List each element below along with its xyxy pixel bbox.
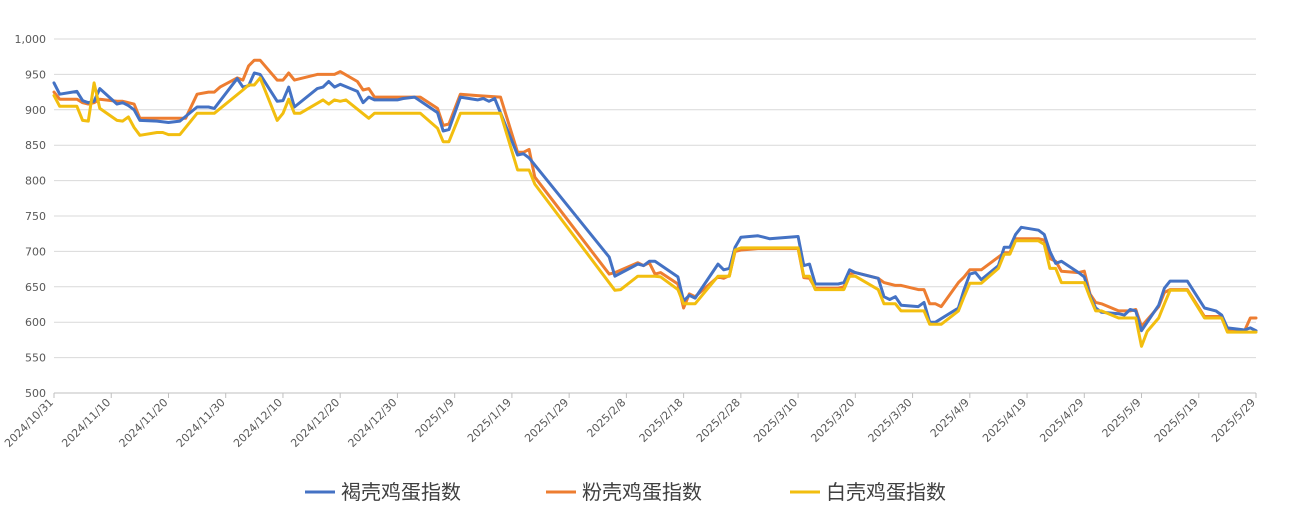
x-tick-label: 2025/2/18 — [637, 396, 686, 445]
x-tick-label: 2025/3/20 — [808, 396, 857, 445]
y-tick-label: 700 — [25, 245, 46, 258]
x-tick-label: 2024/12/30 — [346, 396, 400, 450]
x-tick-label: 2025/5/29 — [1209, 396, 1258, 445]
legend-label-2: 白壳鸡蛋指数 — [826, 480, 946, 504]
x-tick-label: 2025/1/19 — [465, 396, 514, 445]
x-tick-label: 2025/4/19 — [980, 396, 1029, 445]
x-tick-label: 2024/11/30 — [174, 396, 228, 450]
y-tick-label: 1,000 — [15, 33, 47, 46]
legend-label-0: 褐壳鸡蛋指数 — [341, 480, 461, 504]
series-line-2 — [52, 76, 1258, 348]
x-tick-label: 2025/3/30 — [866, 396, 915, 445]
x-tick-label: 2024/10/31 — [2, 396, 56, 450]
legend-label-1: 粉壳鸡蛋指数 — [582, 480, 702, 504]
x-tick-label: 2024/11/20 — [117, 396, 171, 450]
y-tick-label: 850 — [25, 139, 46, 152]
x-tick-label: 2025/1/29 — [522, 396, 571, 445]
x-tick-label: 2025/4/29 — [1037, 396, 1086, 445]
gridlines — [53, 38, 1257, 398]
x-tick-label: 2025/2/8 — [584, 396, 628, 440]
x-tick-label: 2025/1/9 — [413, 396, 457, 440]
x-tick-label: 2024/11/10 — [59, 396, 113, 450]
y-tick-label: 500 — [25, 387, 46, 400]
y-tick-label: 650 — [25, 281, 46, 294]
x-tick-label: 2025/5/19 — [1152, 396, 1201, 445]
x-axis-tick-labels: 2024/10/31 2024/11/10 2024/11/20 2024/11/30… — [2, 396, 1258, 450]
x-tick-label: 2025/3/10 — [751, 396, 800, 445]
x-tick-label: 2024/12/20 — [288, 396, 342, 450]
x-tick-label: 2024/12/10 — [231, 396, 285, 450]
y-tick-label: 800 — [25, 175, 46, 188]
y-axis-tick-labels: 500 550 600 650 700 750 800 850 900 950 1,000 — [15, 33, 47, 400]
series-line-0 — [52, 71, 1258, 333]
x-tick-label: 2025/4/9 — [928, 396, 972, 440]
legend: 褐壳鸡蛋指数 粉壳鸡蛋指数 白壳鸡蛋指数 — [305, 480, 946, 504]
x-tick-label: 2025/2/28 — [694, 396, 743, 445]
series-lines — [52, 58, 1258, 348]
y-tick-label: 750 — [25, 210, 46, 223]
y-tick-label: 600 — [25, 316, 46, 329]
x-tick-label: 2025/5/9 — [1100, 396, 1144, 440]
y-tick-label: 900 — [25, 104, 46, 117]
y-tick-label: 950 — [25, 68, 46, 81]
y-tick-label: 550 — [25, 352, 46, 365]
series-line-1 — [52, 58, 1258, 333]
